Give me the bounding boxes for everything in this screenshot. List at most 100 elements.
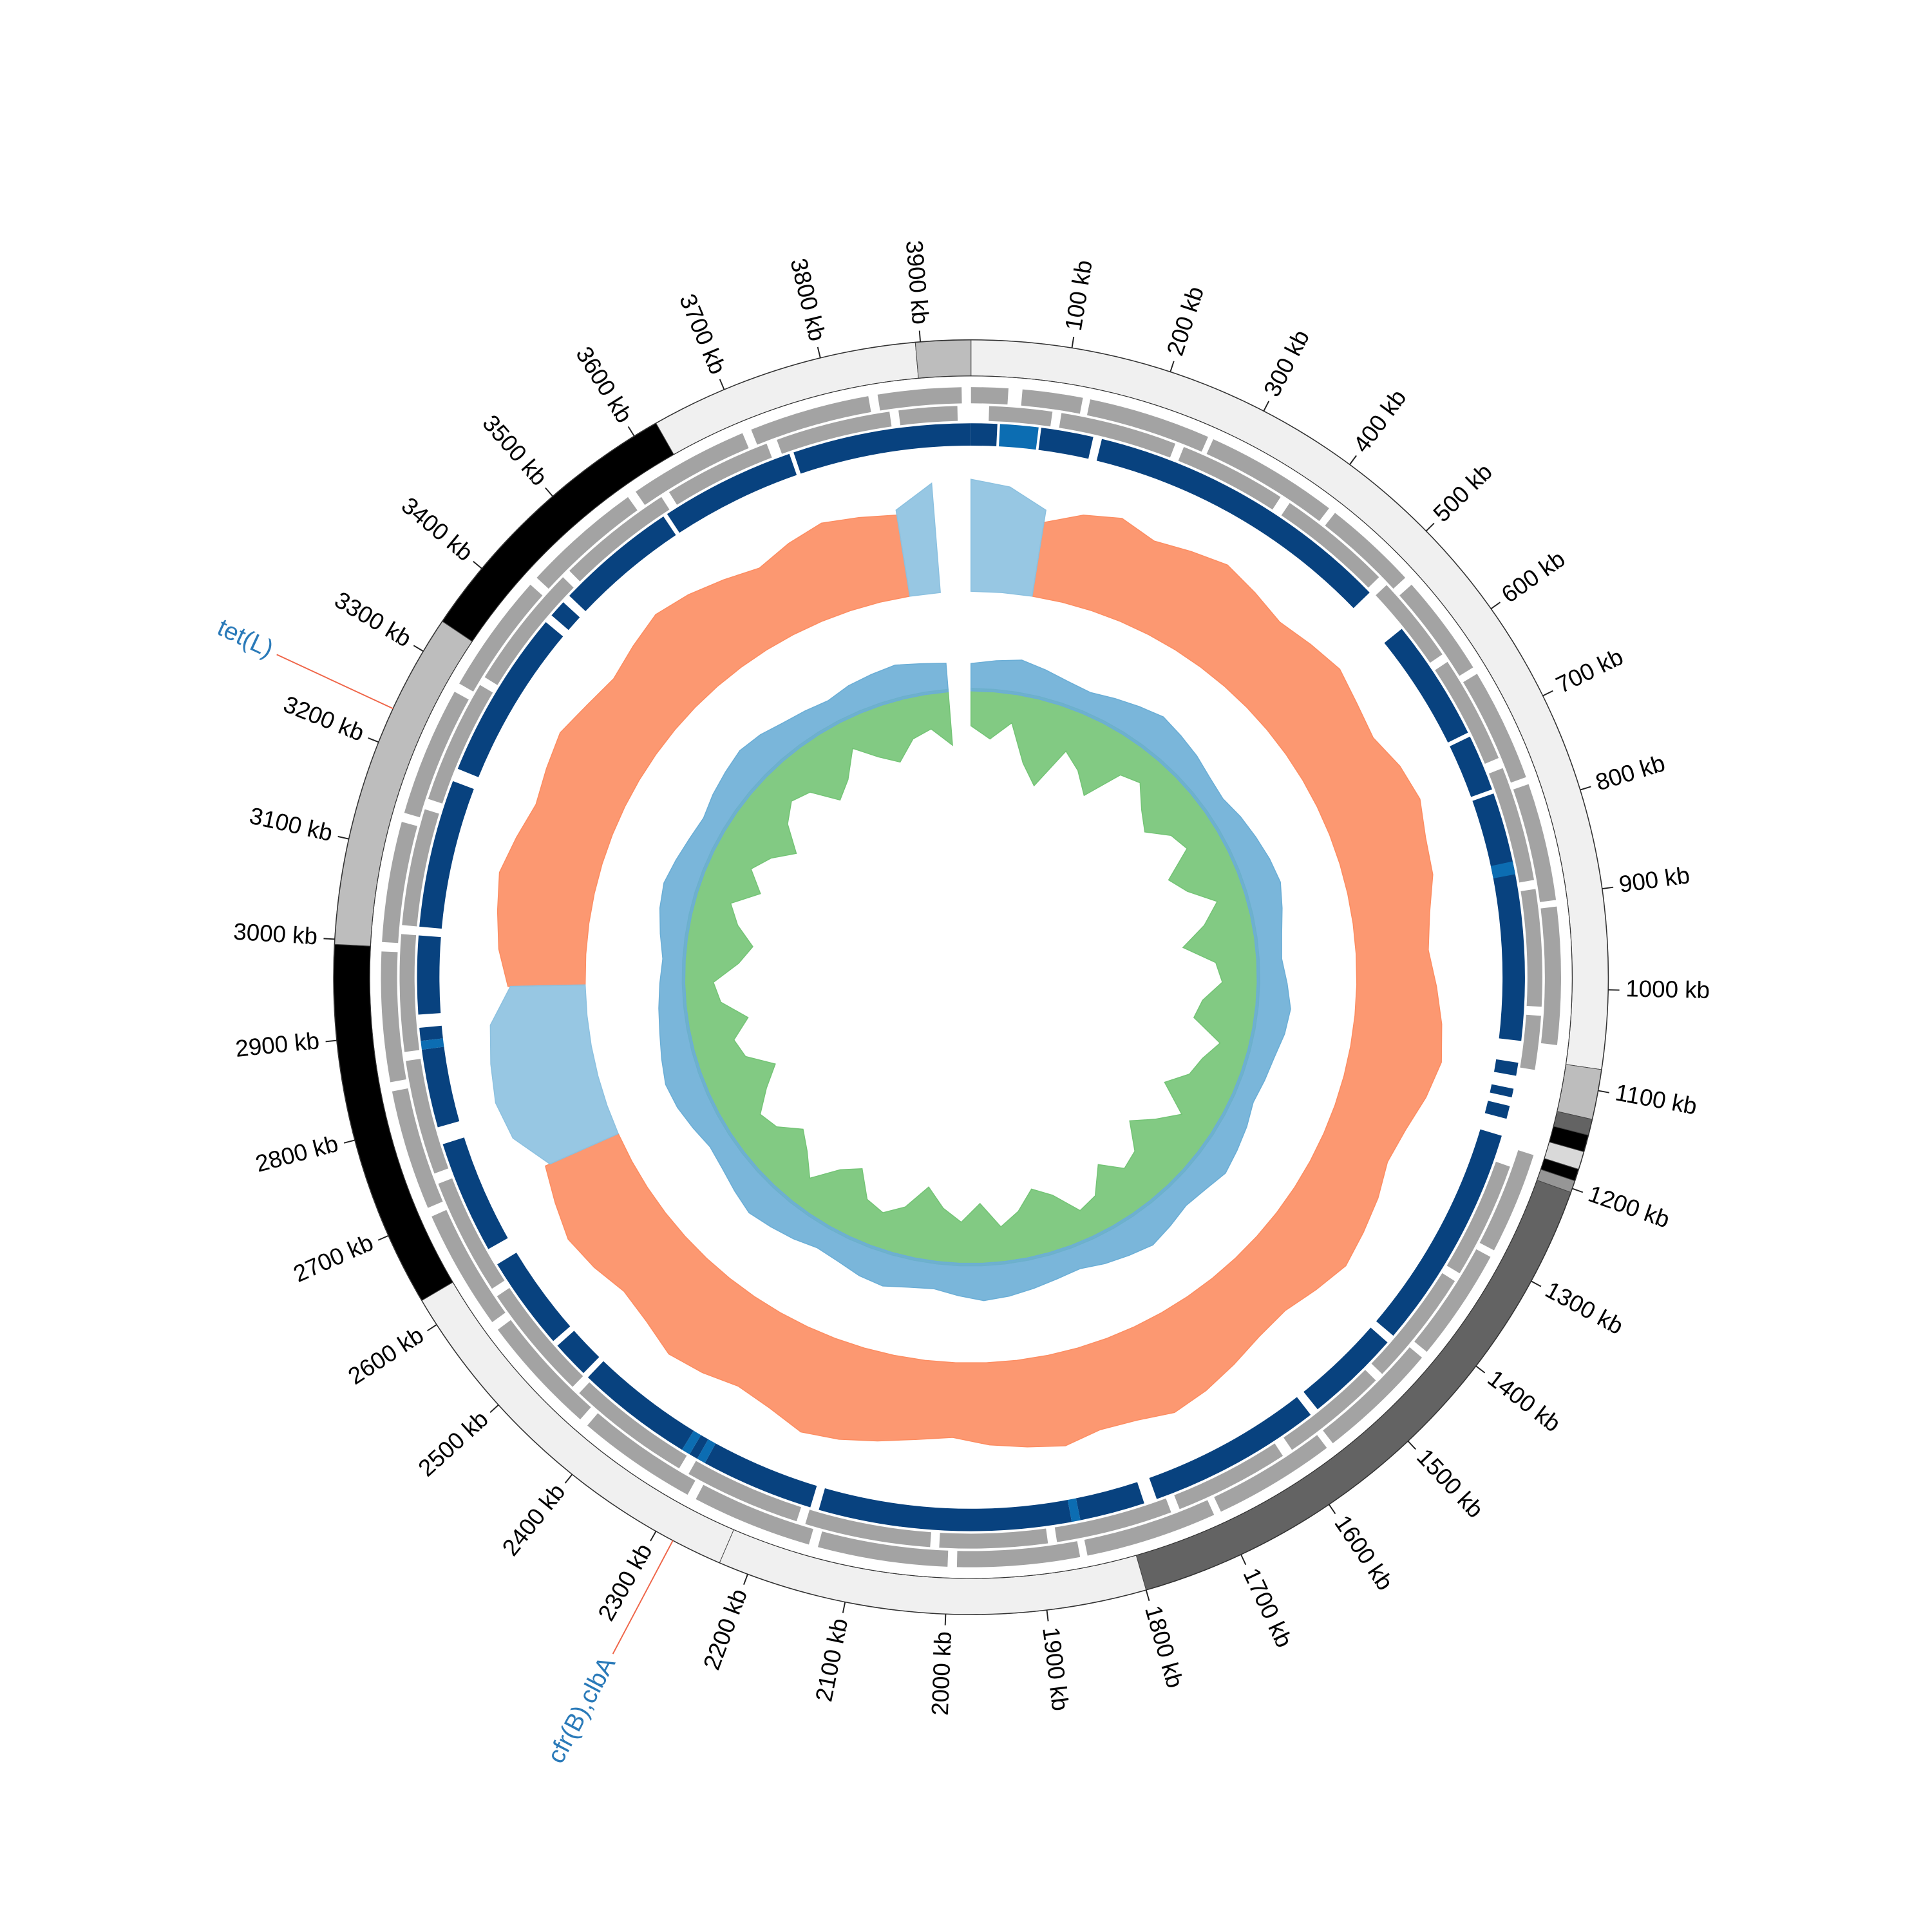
tick-mark xyxy=(1598,1090,1609,1094)
hit xyxy=(417,935,441,1015)
tick-mark xyxy=(1425,522,1435,532)
gene xyxy=(1435,661,1499,764)
track-area xyxy=(970,478,1046,597)
hit xyxy=(819,1488,1072,1531)
gene xyxy=(898,406,958,426)
hit xyxy=(457,621,564,777)
hit xyxy=(1067,1498,1081,1522)
tick-mark xyxy=(817,346,821,358)
gene xyxy=(1414,1249,1491,1352)
gene xyxy=(484,577,574,685)
gene xyxy=(381,951,406,1083)
tick-mark xyxy=(842,1602,846,1613)
tick-mark xyxy=(1572,1188,1584,1193)
tick-mark xyxy=(1071,336,1075,348)
tick-mark xyxy=(426,1324,437,1332)
gene xyxy=(438,1178,505,1289)
hit xyxy=(667,453,797,533)
hit xyxy=(1450,736,1492,797)
tick-mark xyxy=(650,1531,657,1542)
track-area xyxy=(658,659,1291,1302)
gene xyxy=(1446,1161,1510,1274)
hit xyxy=(1038,428,1094,459)
gene xyxy=(1206,439,1329,522)
hit xyxy=(1149,1397,1311,1499)
tick-mark xyxy=(343,1139,355,1144)
gene xyxy=(399,934,420,1052)
tick-mark xyxy=(1407,1441,1417,1450)
tick-mark xyxy=(1349,455,1357,465)
tick-mark xyxy=(1263,401,1270,412)
hit xyxy=(1472,793,1525,1041)
gene xyxy=(777,412,892,454)
hit xyxy=(551,602,580,630)
hit xyxy=(1384,629,1468,743)
tick-mark xyxy=(413,645,424,652)
tick-mark xyxy=(627,426,635,437)
gene xyxy=(1488,768,1535,883)
gene xyxy=(569,497,670,582)
gene xyxy=(579,1382,687,1469)
tick-mark xyxy=(545,487,554,497)
hit xyxy=(1493,1059,1519,1076)
tick-mark xyxy=(1602,886,1614,890)
gene xyxy=(1059,413,1176,458)
tick-mark xyxy=(473,561,482,569)
hit xyxy=(689,1435,708,1459)
tick-label: 2000 kb xyxy=(927,1631,956,1716)
tick-mark xyxy=(1170,361,1175,372)
hit xyxy=(971,423,998,446)
tick-mark xyxy=(944,1614,947,1625)
hit xyxy=(682,1430,701,1455)
hit xyxy=(999,424,1039,450)
hit xyxy=(421,1038,444,1050)
tick-mark xyxy=(489,1404,499,1413)
hit xyxy=(569,516,676,612)
gene xyxy=(1520,1014,1541,1070)
hit xyxy=(1303,1327,1388,1410)
hit xyxy=(497,1253,571,1341)
gene xyxy=(1371,1273,1455,1374)
gene xyxy=(1054,1498,1171,1542)
gene xyxy=(1086,399,1208,452)
gene xyxy=(877,387,962,411)
tick-mark xyxy=(323,938,335,940)
gene xyxy=(459,584,543,692)
tick-label: 3000 kb xyxy=(232,918,318,950)
annotation-line xyxy=(276,654,393,710)
hit xyxy=(1490,1084,1514,1098)
gene xyxy=(989,406,1053,427)
tick-mark xyxy=(377,1235,389,1241)
gene xyxy=(1021,389,1083,414)
gene xyxy=(971,387,1009,405)
gene xyxy=(939,1528,1048,1549)
tick-mark xyxy=(1475,1365,1486,1374)
gene xyxy=(406,1059,449,1174)
gene xyxy=(1281,503,1379,588)
annotation-line xyxy=(612,1540,674,1654)
tick-label: 3900 kb xyxy=(901,240,934,326)
gene xyxy=(1479,1150,1534,1251)
gene xyxy=(1084,1500,1215,1556)
gene xyxy=(497,1320,591,1419)
hit xyxy=(421,1046,460,1128)
gene xyxy=(636,433,749,506)
gene xyxy=(696,1484,813,1545)
tick-mark xyxy=(564,1473,573,1484)
gene xyxy=(1520,889,1542,1007)
tick-mark xyxy=(337,835,349,840)
gene xyxy=(497,1287,583,1387)
gene xyxy=(1178,447,1281,510)
gene xyxy=(587,1413,696,1495)
hit xyxy=(705,1443,817,1508)
tick-mark xyxy=(743,1574,748,1586)
hit xyxy=(1490,861,1515,879)
tick-mark xyxy=(368,737,379,743)
gene xyxy=(688,1461,801,1522)
hit xyxy=(442,1137,508,1249)
gene xyxy=(805,1510,931,1548)
tick-mark xyxy=(1328,1504,1336,1515)
gene xyxy=(404,692,469,818)
hit xyxy=(1376,1129,1502,1336)
